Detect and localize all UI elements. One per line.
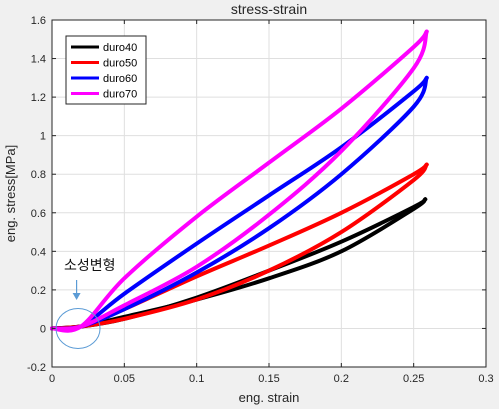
x-tick-label: 0.3 (478, 373, 493, 385)
x-tick-label: 0.1 (189, 373, 204, 385)
duro70-unloading-line (50, 29, 429, 331)
y-axis-label: eng. stress[MPa] (3, 145, 18, 243)
y-tick-label: -0.2 (27, 362, 46, 374)
annotation-arrow-head (72, 293, 81, 300)
chart-title: stress-strain (231, 1, 307, 17)
annotation-text: 소성변형 (64, 257, 116, 273)
x-tick-label: 0.2 (334, 373, 349, 385)
y-tick-label: 0.4 (31, 246, 46, 258)
x-axis-label: eng. strain (239, 390, 300, 405)
x-tick-label: 0 (49, 373, 55, 385)
y-tick-label: 0.2 (31, 285, 46, 297)
annotation-ellipse (55, 307, 101, 349)
legend-label-duro40: duro40 (103, 42, 137, 54)
annotation-layer: 소성변형 (55, 257, 116, 349)
y-tick-label: 0 (40, 323, 46, 335)
y-tick-label: 1.2 (31, 92, 46, 104)
y-tick-label: 1.4 (31, 54, 46, 66)
y-tick-label: 0.8 (31, 169, 46, 181)
legend-label-duro60: duro60 (103, 73, 137, 85)
x-tick-label: 0.15 (258, 373, 279, 385)
ticks: 0 0.05 0.1 0.15 0.2 0.25 0.3-0.200.20.40.60.81… (27, 15, 494, 385)
legend[interactable]: duro40 duro50 duro60 duro70 (65, 35, 147, 105)
series-layer (50, 29, 429, 333)
y-tick-label: 1.6 (31, 15, 46, 27)
y-tick-label: 0.6 (31, 208, 46, 220)
x-tick-label: 0.05 (114, 373, 135, 385)
duro70-loading-line (50, 29, 429, 333)
legend-label-duro50: duro50 (103, 58, 137, 70)
x-tick-label: 0.25 (403, 373, 424, 385)
y-tick-label: 1 (40, 131, 46, 143)
legend-label-duro70: duro70 (103, 89, 137, 101)
